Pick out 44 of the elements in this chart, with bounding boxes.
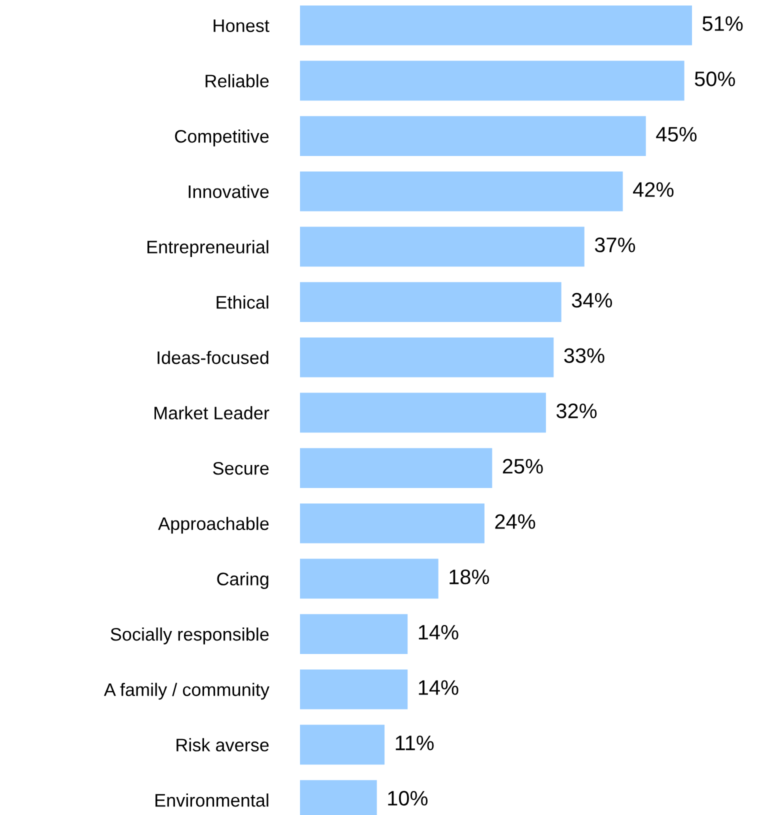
data-label: 14% <box>418 624 458 640</box>
data-label: 33% <box>564 348 604 363</box>
y-tick-label: Competitive <box>175 129 269 146</box>
y-tick-label: Risk averse <box>176 738 269 752</box>
y-tick-label: Entrepreneurial <box>147 240 268 257</box>
bar <box>300 669 408 710</box>
data-label: 42% <box>633 182 674 197</box>
bar <box>300 558 438 599</box>
bar <box>300 448 492 488</box>
data-label: 32% <box>556 404 597 418</box>
y-tick-label: Market Leader <box>154 406 270 420</box>
bar <box>300 60 684 101</box>
data-label: 18% <box>450 570 490 584</box>
data-label: 24% <box>495 514 536 529</box>
y-tick-label: Ethical <box>216 295 268 309</box>
y-tick-label: Socially responsible <box>110 627 269 644</box>
bar <box>300 503 484 544</box>
bar <box>300 392 546 433</box>
data-label: 37% <box>594 238 636 252</box>
bar <box>300 282 562 322</box>
bar <box>300 226 584 267</box>
data-label: 34% <box>572 292 612 308</box>
bar <box>300 724 385 765</box>
data-label: 50% <box>694 72 735 86</box>
bar <box>300 5 692 46</box>
y-tick-label: A family / community <box>104 682 270 700</box>
bar <box>300 116 646 156</box>
bar <box>300 614 408 654</box>
bar <box>300 337 554 378</box>
data-label: 51% <box>702 16 743 31</box>
y-tick-label: Secure <box>213 462 269 475</box>
data-label: 11% <box>396 736 434 750</box>
y-tick-label: Environmental <box>156 793 268 807</box>
y-tick-label: Approachable <box>158 516 269 534</box>
data-label: 25% <box>502 458 543 474</box>
data-label: 14% <box>418 680 458 695</box>
data-label: 10% <box>388 790 428 806</box>
y-tick-label: Ideas-focused <box>158 350 268 364</box>
y-tick-label: Honest <box>214 19 270 32</box>
y-tick-label: Reliable <box>206 74 269 88</box>
y-tick-label: Innovative <box>188 184 269 198</box>
y-tick-label: Caring <box>217 572 268 589</box>
bar <box>300 171 623 212</box>
data-label: 45% <box>656 126 697 142</box>
